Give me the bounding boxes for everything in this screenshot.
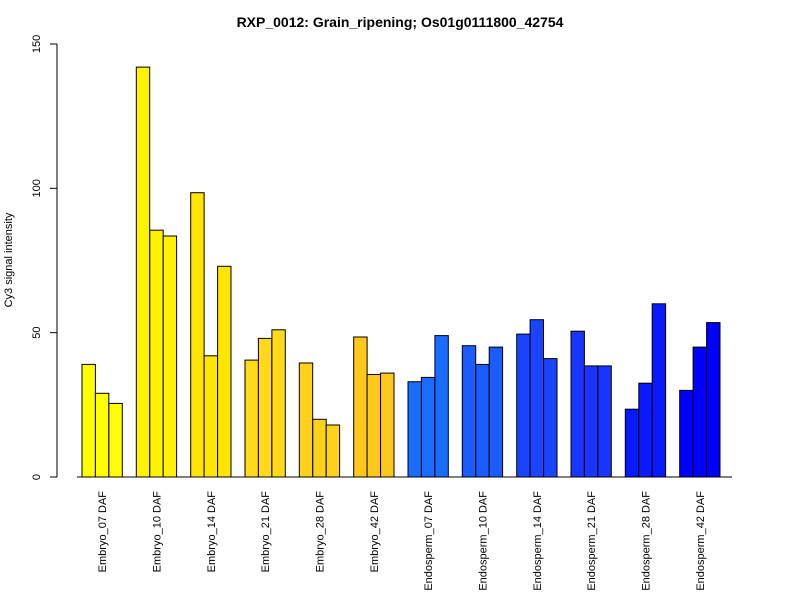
bar	[570, 330, 585, 478]
bar	[325, 424, 341, 478]
bar	[407, 381, 422, 478]
bar	[312, 418, 327, 478]
y-axis-label: Cy3 signal intensity	[3, 212, 15, 307]
x-tick-label: Embryo_07 DAF	[97, 491, 109, 573]
bar	[81, 363, 96, 478]
x-tick-label: Embryo_14 DAF	[206, 491, 218, 573]
bar	[529, 319, 544, 478]
bar	[380, 372, 395, 478]
bar	[135, 66, 151, 478]
bar	[257, 337, 273, 478]
bar	[190, 192, 205, 478]
bar	[162, 235, 178, 478]
x-tick-label: Endosperm_10 DAF	[478, 491, 490, 591]
bar	[94, 392, 110, 478]
x-tick-label: Embryo_21 DAF	[260, 491, 272, 573]
bar	[597, 365, 612, 478]
bar	[217, 265, 232, 478]
bar	[366, 374, 382, 478]
bar	[706, 322, 721, 478]
x-tick-label: Endosperm_21 DAF	[586, 491, 598, 591]
x-tick-label: Embryo_42 DAF	[369, 491, 381, 573]
y-axis: 0 50 100 150	[31, 35, 58, 480]
bar	[692, 346, 707, 478]
bar	[624, 408, 640, 478]
y-tick-label: 50	[31, 327, 43, 339]
bar	[651, 303, 667, 478]
bar	[638, 382, 653, 478]
bar	[244, 359, 259, 478]
x-tick-label: Embryo_10 DAF	[152, 491, 164, 573]
y-tick-label: 150	[31, 35, 43, 53]
bar	[583, 365, 599, 478]
bar	[543, 358, 558, 478]
bar	[679, 389, 694, 478]
bar	[353, 336, 368, 478]
y-tick-label: 100	[31, 179, 43, 197]
bar	[203, 355, 219, 478]
x-axis-labels: Embryo_07 DAF Embryo_10 DAF Embryo_14 DAF E…	[97, 491, 707, 591]
bar	[108, 402, 123, 478]
bar	[488, 346, 504, 478]
bar	[298, 362, 314, 478]
bar	[475, 363, 490, 478]
bars-group	[81, 66, 721, 478]
x-tick-label: Endosperm_14 DAF	[532, 491, 544, 591]
x-tick-label: Embryo_28 DAF	[315, 491, 327, 573]
x-tick-label: Endosperm_07 DAF	[423, 491, 435, 591]
bar	[516, 333, 531, 478]
x-tick-label: Endosperm_28 DAF	[641, 491, 653, 591]
bar	[461, 345, 477, 478]
y-tick-label: 0	[31, 474, 43, 480]
bar	[420, 376, 436, 478]
x-tick-label: Endosperm_42 DAF	[695, 491, 707, 591]
bar	[434, 335, 449, 478]
bar	[149, 229, 164, 478]
chart-title: RXP_0012: Grain_ripening; Os01g0111800_4…	[237, 14, 564, 30]
bar	[271, 329, 286, 478]
